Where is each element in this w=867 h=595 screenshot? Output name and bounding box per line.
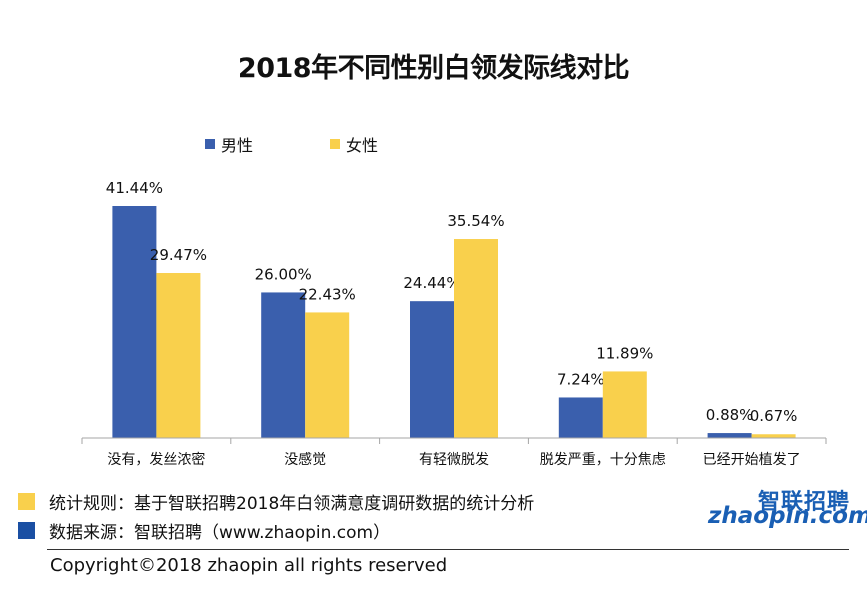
zhaopin-logo: 智联招聘 zhaopin.com — [704, 484, 867, 532]
legend-swatch-male — [205, 139, 215, 149]
label-female-0: 29.47% — [150, 246, 207, 264]
legend-item-female: 女性 — [330, 134, 379, 155]
bar-male-4 — [707, 433, 752, 438]
bar-female-0 — [156, 273, 201, 438]
bar-female-2 — [454, 239, 498, 438]
footnote-swatch-blue — [18, 522, 35, 539]
label-female-2: 35.54% — [447, 212, 504, 230]
bar-female-3 — [602, 371, 647, 438]
label-male-2: 24.44% — [403, 274, 460, 292]
legend-item-male: 男性 — [205, 134, 254, 155]
chart-title: 2018年不同性别白领发际线对比 — [237, 53, 630, 84]
footnote-swatch-yellow — [18, 493, 35, 510]
category-label-3: 脱发严重，十分焦虑 — [540, 452, 666, 468]
label-female-1: 22.43% — [299, 285, 356, 303]
footnote-rule-text: 统计规则：基于智联招聘2018年白领满意度调研数据的统计分析 — [49, 494, 535, 514]
legend-label-male: 男性 — [221, 136, 254, 155]
label-male-1: 26.00% — [255, 265, 312, 283]
footnote-source: 数据来源：智联招聘（www.zhaopin.com） — [18, 518, 390, 543]
category-label-1: 没感觉 — [284, 451, 326, 468]
bar-male-2 — [410, 301, 454, 438]
label-male-0: 41.44% — [106, 179, 163, 197]
label-female-4: 0.67% — [750, 407, 798, 425]
legend-label-female: 女性 — [346, 136, 379, 155]
footer-divider — [47, 549, 849, 550]
bar-female-1 — [305, 312, 350, 438]
footnote-rule: 统计规则：基于智联招聘2018年白领满意度调研数据的统计分析 — [18, 489, 534, 514]
category-label-2: 有轻微脱发 — [419, 452, 489, 468]
bar-female-4 — [751, 434, 796, 438]
bar-male-0 — [112, 206, 157, 438]
category-label-4: 已经开始植发了 — [703, 452, 801, 468]
copyright-text: Copyright©2018 zhaopin all rights reserv… — [50, 555, 448, 576]
footnote-source-text: 数据来源：智联招聘（www.zhaopin.com） — [49, 523, 391, 543]
logo-en-text: zhaopin.com — [708, 503, 867, 529]
bar-male-3 — [558, 397, 603, 438]
label-male-3: 7.24% — [557, 370, 605, 388]
label-male-4: 0.88% — [706, 406, 754, 424]
label-female-3: 11.89% — [596, 344, 653, 362]
category-label-0: 没有，发丝浓密 — [107, 451, 205, 468]
legend-swatch-female — [330, 139, 340, 149]
bar-male-1 — [261, 292, 306, 438]
logo-cn-text: 智联招聘 — [757, 490, 850, 515]
